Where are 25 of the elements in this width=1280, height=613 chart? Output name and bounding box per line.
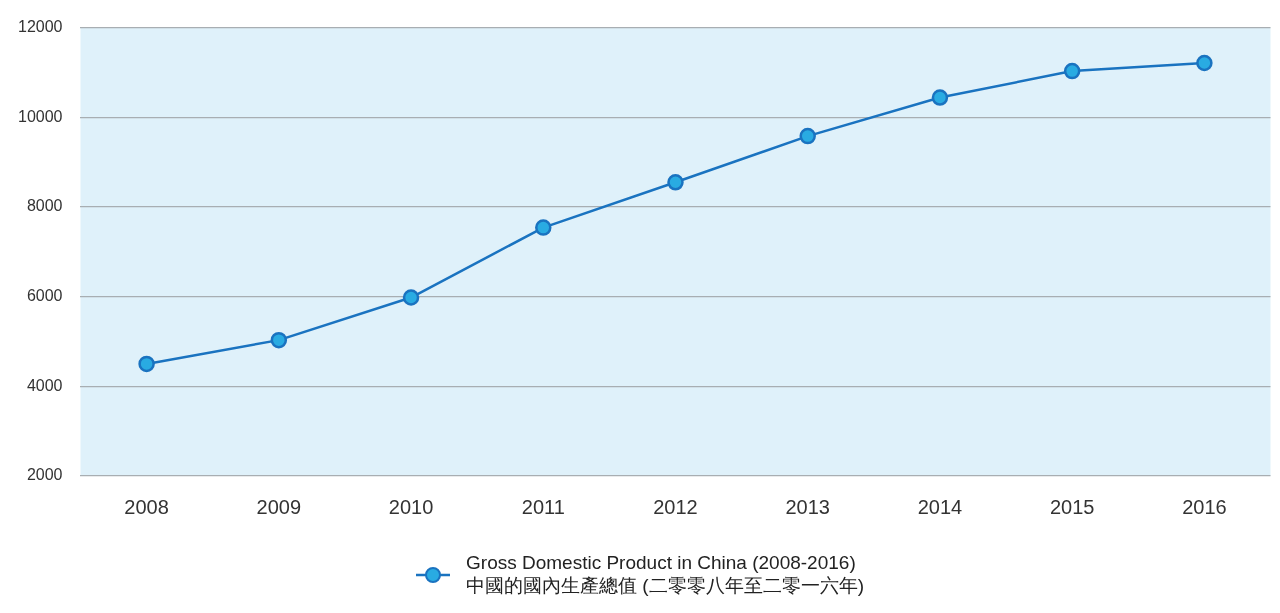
x-tick-label: 2010: [388, 495, 434, 518]
point: [270, 331, 288, 349]
y-tick-label: 10000: [17, 107, 63, 125]
point: [402, 289, 420, 306]
point: [1063, 62, 1081, 80]
x-tick-label: 2008: [124, 495, 169, 518]
point: [667, 174, 684, 191]
x-tick-label: 2014: [917, 495, 963, 518]
x-tick-label: 2015: [1049, 495, 1095, 518]
y-tick-label: 6000: [26, 287, 63, 305]
y-tick-label: 12000: [17, 18, 63, 36]
point: [799, 127, 816, 145]
x-tick-label: 2016: [1182, 495, 1227, 518]
point: [138, 355, 155, 373]
legend-label: Gross Domestic Product in China (2008-2016) 中國的國內生產總值 (二零零八年至二零一六年): [466, 552, 864, 598]
x-tick-label: 2013: [785, 495, 830, 518]
point: [1196, 54, 1213, 72]
y-tick-label: 8000: [26, 197, 63, 215]
x-tick-label: 2009: [256, 495, 302, 518]
x-tick-label: 2011: [521, 495, 565, 518]
y-tick-label: 2000: [26, 466, 63, 484]
y-tick-label: 4000: [26, 376, 63, 394]
point: [931, 89, 949, 106]
x-tick-label: 2012: [653, 495, 698, 518]
point: [535, 219, 552, 236]
